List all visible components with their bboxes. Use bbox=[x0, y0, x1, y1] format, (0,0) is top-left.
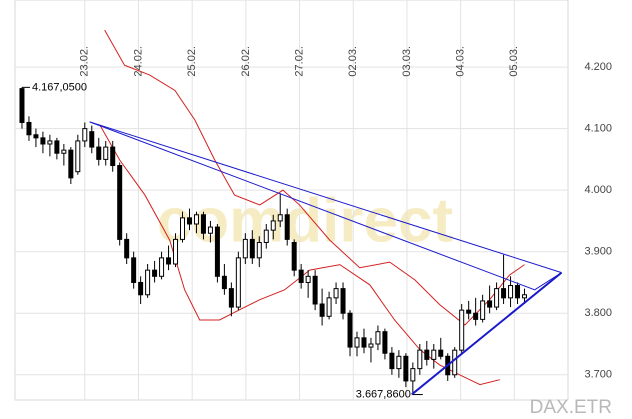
y-tick-label: 4.200 bbox=[584, 61, 612, 73]
candle-body bbox=[200, 214, 206, 234]
candle-body bbox=[186, 217, 192, 225]
candle-body bbox=[235, 257, 241, 308]
trend-line bbox=[89, 121, 562, 291]
annotation-label: 3.667,8600 bbox=[356, 388, 411, 400]
x-tick-label: 26.02. bbox=[240, 46, 252, 77]
candle-body bbox=[103, 146, 109, 160]
candle-body bbox=[173, 238, 179, 265]
candle-body bbox=[466, 309, 472, 314]
candle-body bbox=[61, 149, 67, 154]
band-line bbox=[104, 29, 525, 326]
candle-body bbox=[68, 149, 74, 179]
candle-body bbox=[417, 349, 423, 370]
candle-body bbox=[207, 226, 213, 234]
candle-body bbox=[131, 257, 137, 283]
candle-body bbox=[473, 312, 479, 320]
candle-body bbox=[180, 217, 186, 240]
candle-body bbox=[438, 349, 444, 357]
candle-body bbox=[263, 229, 269, 243]
candle-body bbox=[347, 312, 353, 348]
candle-body bbox=[54, 140, 60, 154]
y-tick-label: 4.100 bbox=[584, 123, 612, 135]
candle-body bbox=[159, 257, 165, 277]
candle-body bbox=[431, 349, 437, 360]
candle-body bbox=[19, 88, 25, 123]
x-tick-label: 25.02. bbox=[186, 46, 198, 77]
candle-body bbox=[354, 337, 360, 348]
candle-body bbox=[389, 352, 395, 370]
x-tick-label: 27.02. bbox=[293, 46, 305, 77]
candle-body bbox=[515, 285, 521, 299]
candle-body bbox=[242, 238, 248, 259]
candle-body bbox=[319, 303, 325, 317]
candle-body bbox=[340, 288, 346, 314]
candle-body bbox=[228, 288, 234, 308]
annotation-label: 4.167,0500 bbox=[32, 81, 87, 93]
candle-body bbox=[501, 288, 507, 299]
candle-body bbox=[368, 343, 374, 348]
candle-body bbox=[284, 214, 290, 240]
candle-body bbox=[145, 269, 151, 296]
candle-body bbox=[522, 294, 528, 299]
candle-body bbox=[193, 214, 199, 225]
candle-body bbox=[249, 238, 255, 259]
candle-body bbox=[480, 300, 486, 320]
candle-body bbox=[75, 140, 81, 173]
candle-body bbox=[117, 165, 123, 240]
y-tick-label: 3.700 bbox=[584, 369, 612, 381]
y-tick-label: 3.800 bbox=[584, 307, 612, 319]
trend-line bbox=[89, 121, 562, 274]
band-line bbox=[99, 124, 500, 386]
x-tick-label: 05.03. bbox=[508, 46, 520, 77]
candle-body bbox=[326, 297, 332, 317]
candle-body bbox=[403, 355, 409, 382]
candle-body bbox=[152, 269, 158, 277]
watermark: comdirect bbox=[157, 186, 453, 255]
candle-body bbox=[452, 349, 458, 376]
candle-body bbox=[494, 288, 500, 308]
candle-body bbox=[410, 368, 416, 382]
x-tick-label: 02.03. bbox=[347, 46, 359, 77]
candle-body bbox=[298, 269, 304, 283]
candle-body bbox=[396, 355, 402, 370]
candle-body bbox=[424, 349, 430, 360]
candle-body bbox=[312, 275, 318, 305]
candle-body bbox=[96, 146, 102, 160]
candle-body bbox=[124, 238, 130, 259]
candle-body bbox=[89, 131, 95, 148]
candle-body bbox=[221, 275, 227, 290]
candle-body bbox=[270, 220, 276, 231]
candle-body bbox=[508, 285, 514, 299]
candle-body bbox=[110, 146, 116, 167]
x-tick-label: 04.03. bbox=[455, 46, 467, 77]
candle-body bbox=[82, 128, 88, 142]
trend-line bbox=[411, 271, 563, 396]
candle-body bbox=[33, 134, 39, 139]
candle-body bbox=[166, 257, 172, 265]
y-tick-label: 4.000 bbox=[584, 184, 612, 196]
candle-body bbox=[361, 337, 367, 348]
candle-body bbox=[305, 275, 311, 283]
candle-body bbox=[277, 214, 283, 222]
y-tick-label: 3.900 bbox=[584, 246, 612, 258]
candle-body bbox=[375, 331, 381, 345]
x-tick-label: 23.02. bbox=[79, 46, 91, 77]
candle-body bbox=[47, 140, 53, 145]
source-label: DAX.ETR bbox=[530, 397, 612, 418]
candle-body bbox=[138, 281, 144, 296]
candle-body bbox=[487, 300, 493, 308]
candle-body bbox=[256, 241, 262, 259]
candle-body bbox=[382, 331, 388, 354]
candle-body bbox=[214, 226, 220, 277]
candle-body bbox=[40, 137, 46, 145]
x-tick-label: 03.03. bbox=[401, 46, 413, 77]
candle-body bbox=[26, 121, 32, 136]
candle-body bbox=[291, 241, 297, 271]
candle-body bbox=[333, 288, 339, 299]
candle-body bbox=[459, 309, 465, 351]
